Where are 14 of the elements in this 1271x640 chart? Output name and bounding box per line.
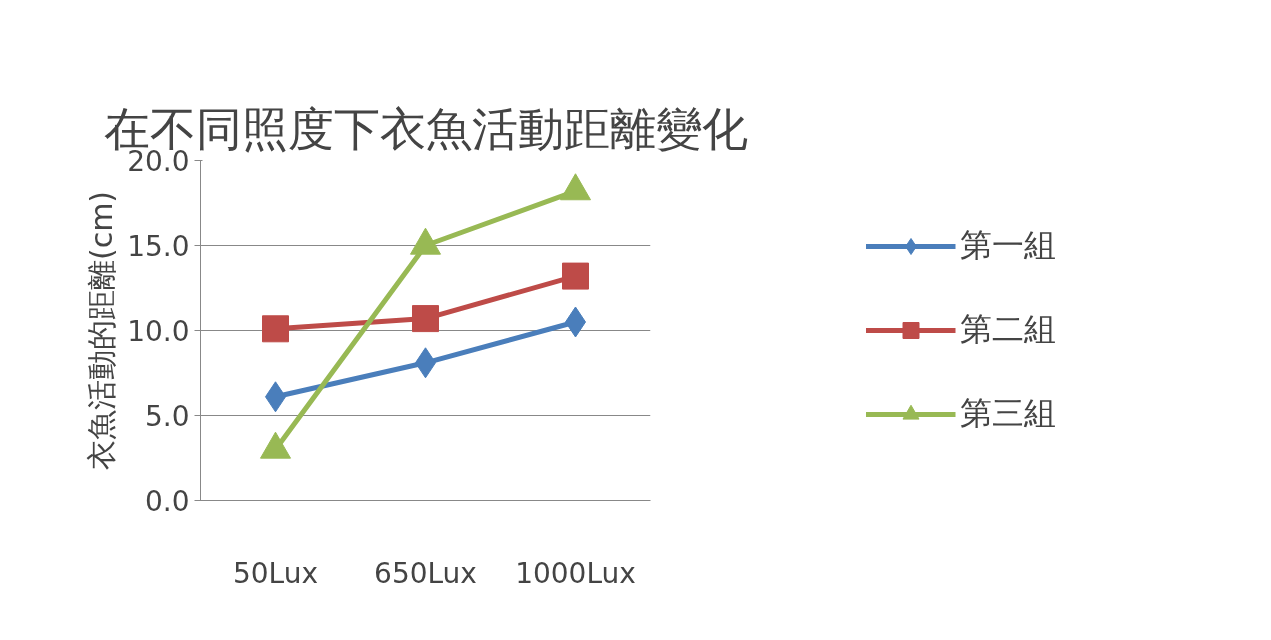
y-axis-title: 衣魚活動的距離(cm) (84, 190, 120, 471)
x-tick-label: 50Lux (232, 556, 319, 590)
legend-label: 第一組 (960, 225, 1056, 266)
legend-label: 第三組 (960, 393, 1056, 434)
y-tick-label: 0.0 (144, 485, 190, 518)
point (562, 262, 589, 290)
y-tick-label: 5.0 (144, 400, 190, 433)
x-tick-label: 650Lux (374, 556, 477, 590)
legend-label: 第二組 (960, 309, 1056, 350)
x-tick-label: 1000Lux (515, 556, 636, 590)
point (262, 315, 289, 343)
y-tick-label: 15.0 (127, 230, 190, 263)
point (412, 305, 439, 333)
y-tick-label: 10.0 (127, 315, 190, 348)
